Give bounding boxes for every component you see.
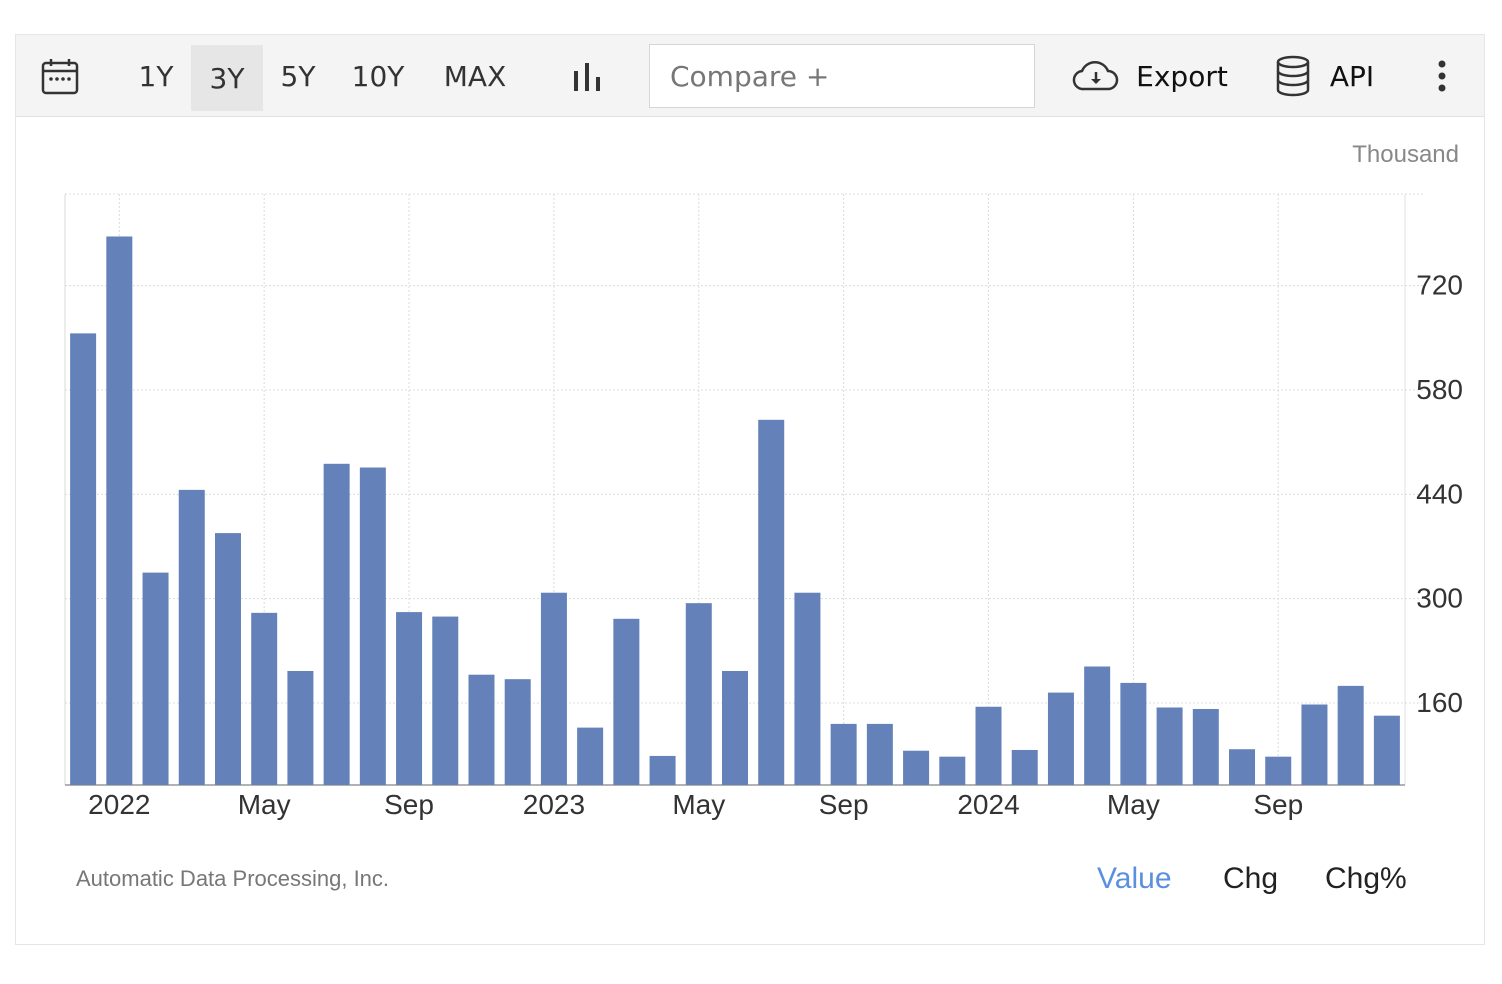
mode-chg-pct[interactable]: Chg% bbox=[1325, 862, 1407, 895]
range-max[interactable]: MAX bbox=[443, 59, 507, 93]
export-button[interactable]: Export bbox=[1136, 59, 1228, 93]
api-button[interactable]: API bbox=[1329, 59, 1375, 93]
chart-card bbox=[15, 34, 1485, 945]
cloud-download-icon[interactable] bbox=[1068, 35, 1124, 117]
range-3y[interactable]: 3Y bbox=[191, 45, 263, 111]
mode-chg[interactable]: Chg bbox=[1223, 862, 1279, 895]
compare-input[interactable]: Compare + bbox=[649, 44, 1035, 108]
data-source: Automatic Data Processing, Inc. bbox=[76, 866, 390, 891]
range-10y[interactable]: 10Y bbox=[351, 59, 405, 93]
range-5y[interactable]: 5Y bbox=[280, 59, 316, 93]
calendar-icon[interactable] bbox=[30, 35, 90, 117]
chart-toolbar: 1Y 3Y 5Y 10Y MAX Compare + Export API bbox=[16, 35, 1484, 117]
database-icon[interactable] bbox=[1268, 35, 1318, 117]
range-1y[interactable]: 1Y bbox=[138, 59, 174, 93]
bar-chart-icon[interactable] bbox=[562, 35, 612, 117]
more-vertical-icon[interactable] bbox=[1424, 35, 1460, 117]
mode-value[interactable]: Value bbox=[1097, 862, 1172, 895]
